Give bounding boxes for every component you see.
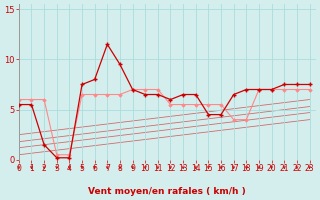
X-axis label: Vent moyen/en rafales ( km/h ): Vent moyen/en rafales ( km/h ) — [88, 187, 246, 196]
